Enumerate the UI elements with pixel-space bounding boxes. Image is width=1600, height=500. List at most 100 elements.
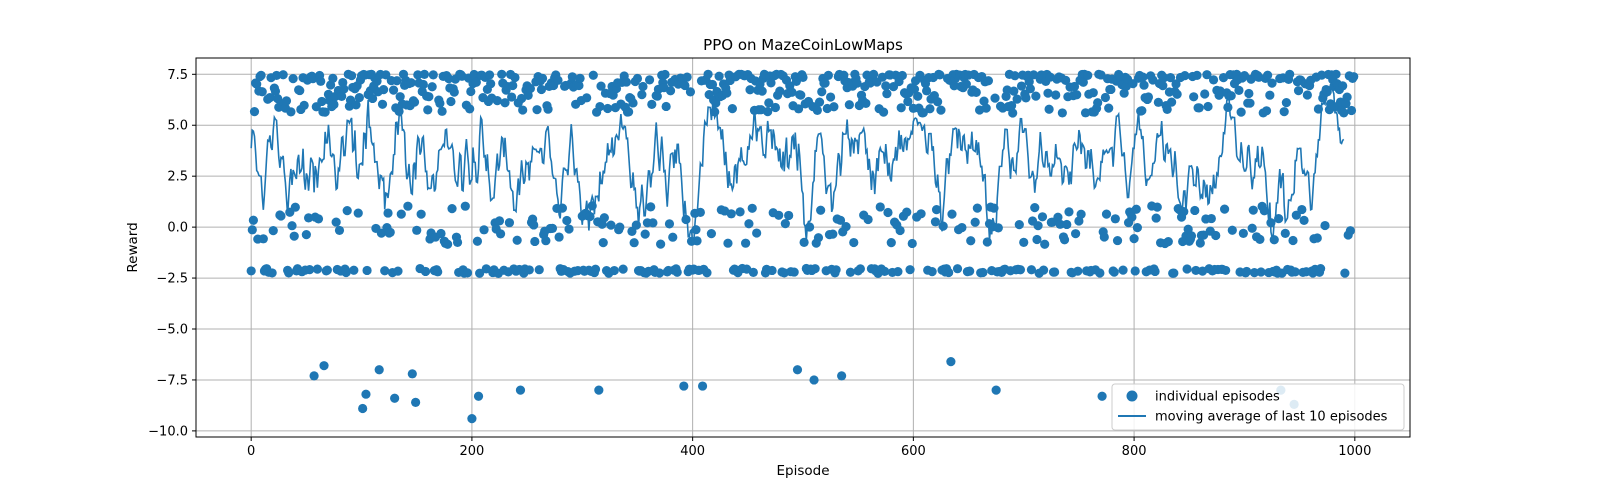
episode-point — [515, 385, 526, 395]
episode-point — [1059, 235, 1070, 245]
episode-point — [1132, 223, 1142, 233]
episode-point — [835, 215, 846, 225]
episode-point — [652, 91, 662, 101]
episode-point — [543, 104, 553, 114]
episode-point — [1244, 88, 1254, 99]
episode-point — [660, 69, 670, 80]
episode-point — [564, 224, 574, 234]
episode-point — [947, 209, 957, 219]
episode-point — [383, 208, 393, 218]
episode-point — [748, 267, 758, 277]
episode-point — [484, 70, 495, 80]
episode-point — [1194, 103, 1204, 113]
episode-point — [1203, 101, 1213, 112]
episode-point — [1010, 71, 1020, 81]
episode-point — [863, 214, 873, 225]
episode-point — [640, 229, 650, 239]
episode-point — [775, 86, 785, 96]
episode-point — [427, 82, 437, 92]
episode-point — [1019, 237, 1029, 247]
episode-point — [1061, 75, 1071, 85]
episode-point — [861, 98, 871, 108]
episode-point — [1014, 219, 1024, 230]
episode-point — [1312, 233, 1322, 243]
episode-point — [532, 105, 542, 115]
episode-point — [1247, 223, 1257, 233]
episode-point — [741, 238, 751, 248]
episode-point — [1033, 221, 1043, 231]
episode-point — [629, 238, 639, 248]
episode-point — [353, 208, 363, 218]
y-tick-label: 2.5 — [167, 170, 188, 185]
episode-point — [812, 105, 822, 115]
episode-point — [1078, 77, 1088, 87]
episode-point — [971, 87, 981, 97]
episode-point — [757, 86, 767, 96]
episode-point — [793, 104, 804, 114]
episode-point — [1152, 202, 1162, 212]
episode-point — [927, 267, 937, 277]
episode-point — [983, 76, 994, 86]
episode-point — [287, 221, 297, 231]
episode-point — [1130, 266, 1140, 276]
episode-point — [286, 107, 296, 117]
episode-point — [1057, 108, 1067, 118]
episode-point — [567, 72, 577, 82]
episode-point — [685, 87, 696, 97]
episode-point — [970, 217, 980, 227]
episode-point — [907, 238, 917, 249]
episode-point — [1032, 234, 1042, 245]
episode-point — [534, 265, 544, 275]
episode-point — [823, 70, 833, 80]
episode-point — [380, 266, 390, 276]
episode-point — [680, 80, 690, 91]
episode-point — [813, 233, 824, 243]
episode-point — [780, 219, 790, 229]
episode-point — [1055, 219, 1065, 229]
episode-point — [789, 267, 799, 277]
episode-point — [465, 104, 475, 114]
episode-point — [1037, 212, 1048, 222]
episode-point — [744, 219, 754, 229]
episode-point — [1182, 264, 1192, 274]
episode-point — [1043, 88, 1053, 98]
episode-point — [518, 105, 528, 115]
episode-point — [1129, 233, 1139, 244]
episode-point — [1342, 92, 1352, 102]
episode-point — [1088, 88, 1098, 98]
episode-point — [1062, 219, 1072, 230]
episode-point — [991, 385, 1001, 395]
episode-point — [638, 81, 648, 92]
episode-point — [1320, 220, 1330, 231]
episode-point — [1238, 228, 1248, 238]
episode-point — [691, 225, 701, 235]
episode-point — [547, 223, 558, 233]
episode-point — [922, 86, 932, 96]
episode-point — [1040, 239, 1050, 249]
episode-point — [1256, 267, 1266, 277]
episode-point — [944, 267, 954, 278]
episode-point — [1026, 265, 1037, 275]
episode-point — [1234, 85, 1244, 95]
episode-point — [379, 84, 389, 95]
episode-point — [362, 265, 372, 276]
episode-point — [423, 105, 433, 115]
episode-point — [317, 96, 327, 107]
episode-point — [257, 87, 267, 97]
episode-point — [268, 226, 278, 236]
episode-point — [799, 237, 809, 247]
episode-point — [249, 107, 260, 117]
episode-point — [1186, 231, 1197, 241]
episode-point — [582, 93, 592, 103]
episode-point — [462, 268, 473, 278]
episode-point — [1263, 70, 1273, 80]
episode-point — [841, 222, 851, 232]
episode-point — [258, 234, 268, 244]
legend-label-line: moving average of last 10 episodes — [1155, 410, 1388, 425]
episode-point — [881, 81, 891, 91]
episode-point — [810, 264, 820, 274]
episode-point — [745, 85, 755, 95]
episode-point — [1265, 90, 1275, 100]
episode-point — [1302, 90, 1312, 100]
episode-point — [703, 69, 713, 79]
